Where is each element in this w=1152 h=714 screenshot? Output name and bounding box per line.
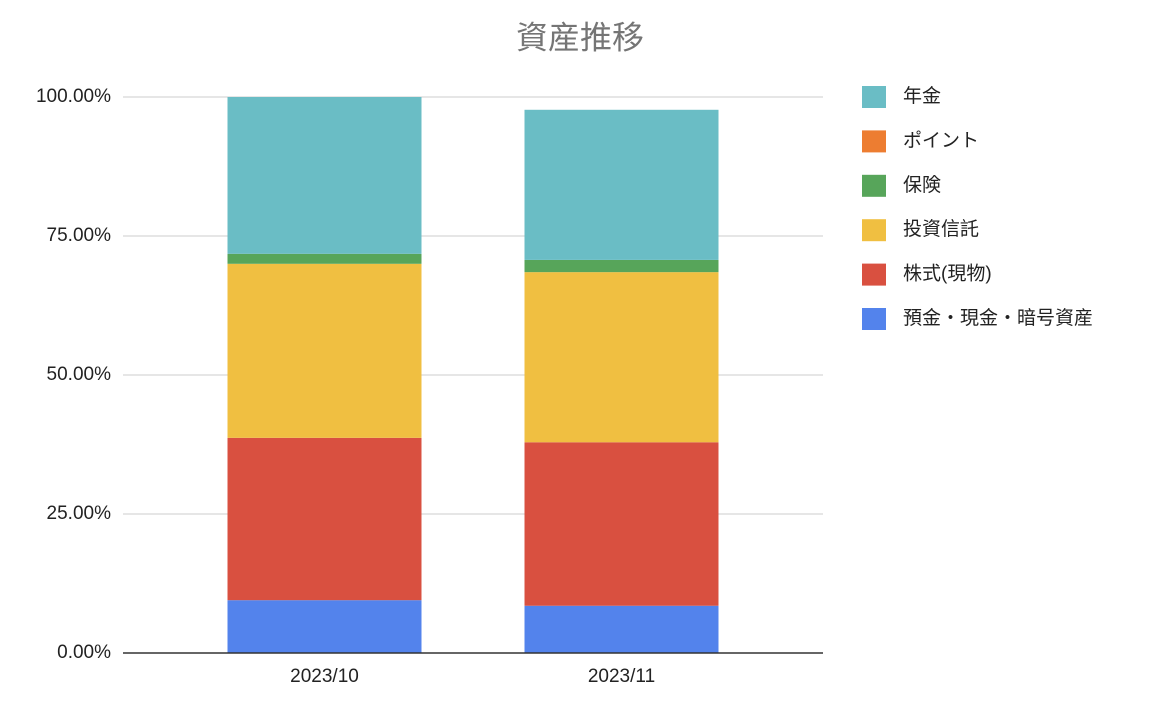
bar-segment (227, 263, 422, 438)
bar-segment (524, 605, 719, 653)
bar-segment (227, 600, 422, 653)
legend-swatch (862, 86, 886, 108)
y-tick-label: 75.00% (47, 225, 112, 246)
y-tick-label: 50.00% (47, 364, 112, 385)
bar-segment (524, 259, 719, 273)
legend-label: ポイント (903, 129, 979, 151)
bar-segment (227, 437, 422, 601)
bar-segment (227, 97, 422, 254)
legend-swatch (862, 130, 886, 153)
chart-title: 資産推移 (516, 19, 644, 55)
x-tick-label: 2023/11 (588, 666, 655, 687)
x-tick-label: 2023/10 (290, 666, 359, 687)
legend-label: 株式(現物) (903, 263, 992, 285)
y-tick-label: 100.00% (36, 86, 111, 107)
legend-label: 保険 (903, 174, 941, 196)
legend-swatch (862, 219, 886, 242)
bar-segment (524, 442, 719, 606)
legend-label: 預金・現金・暗号資産 (903, 307, 1093, 329)
y-tick-label: 25.00% (47, 503, 112, 524)
legend-swatch (862, 174, 886, 197)
legend-swatch (862, 308, 886, 330)
legend-label: 投資信託 (903, 218, 979, 240)
y-tick-label: 0.00% (57, 642, 111, 663)
legend-label: 年金 (903, 85, 941, 107)
bar-segment (524, 272, 719, 443)
legend-swatch (862, 263, 886, 286)
bar-segment (227, 253, 422, 264)
bar-segment (524, 109, 719, 260)
